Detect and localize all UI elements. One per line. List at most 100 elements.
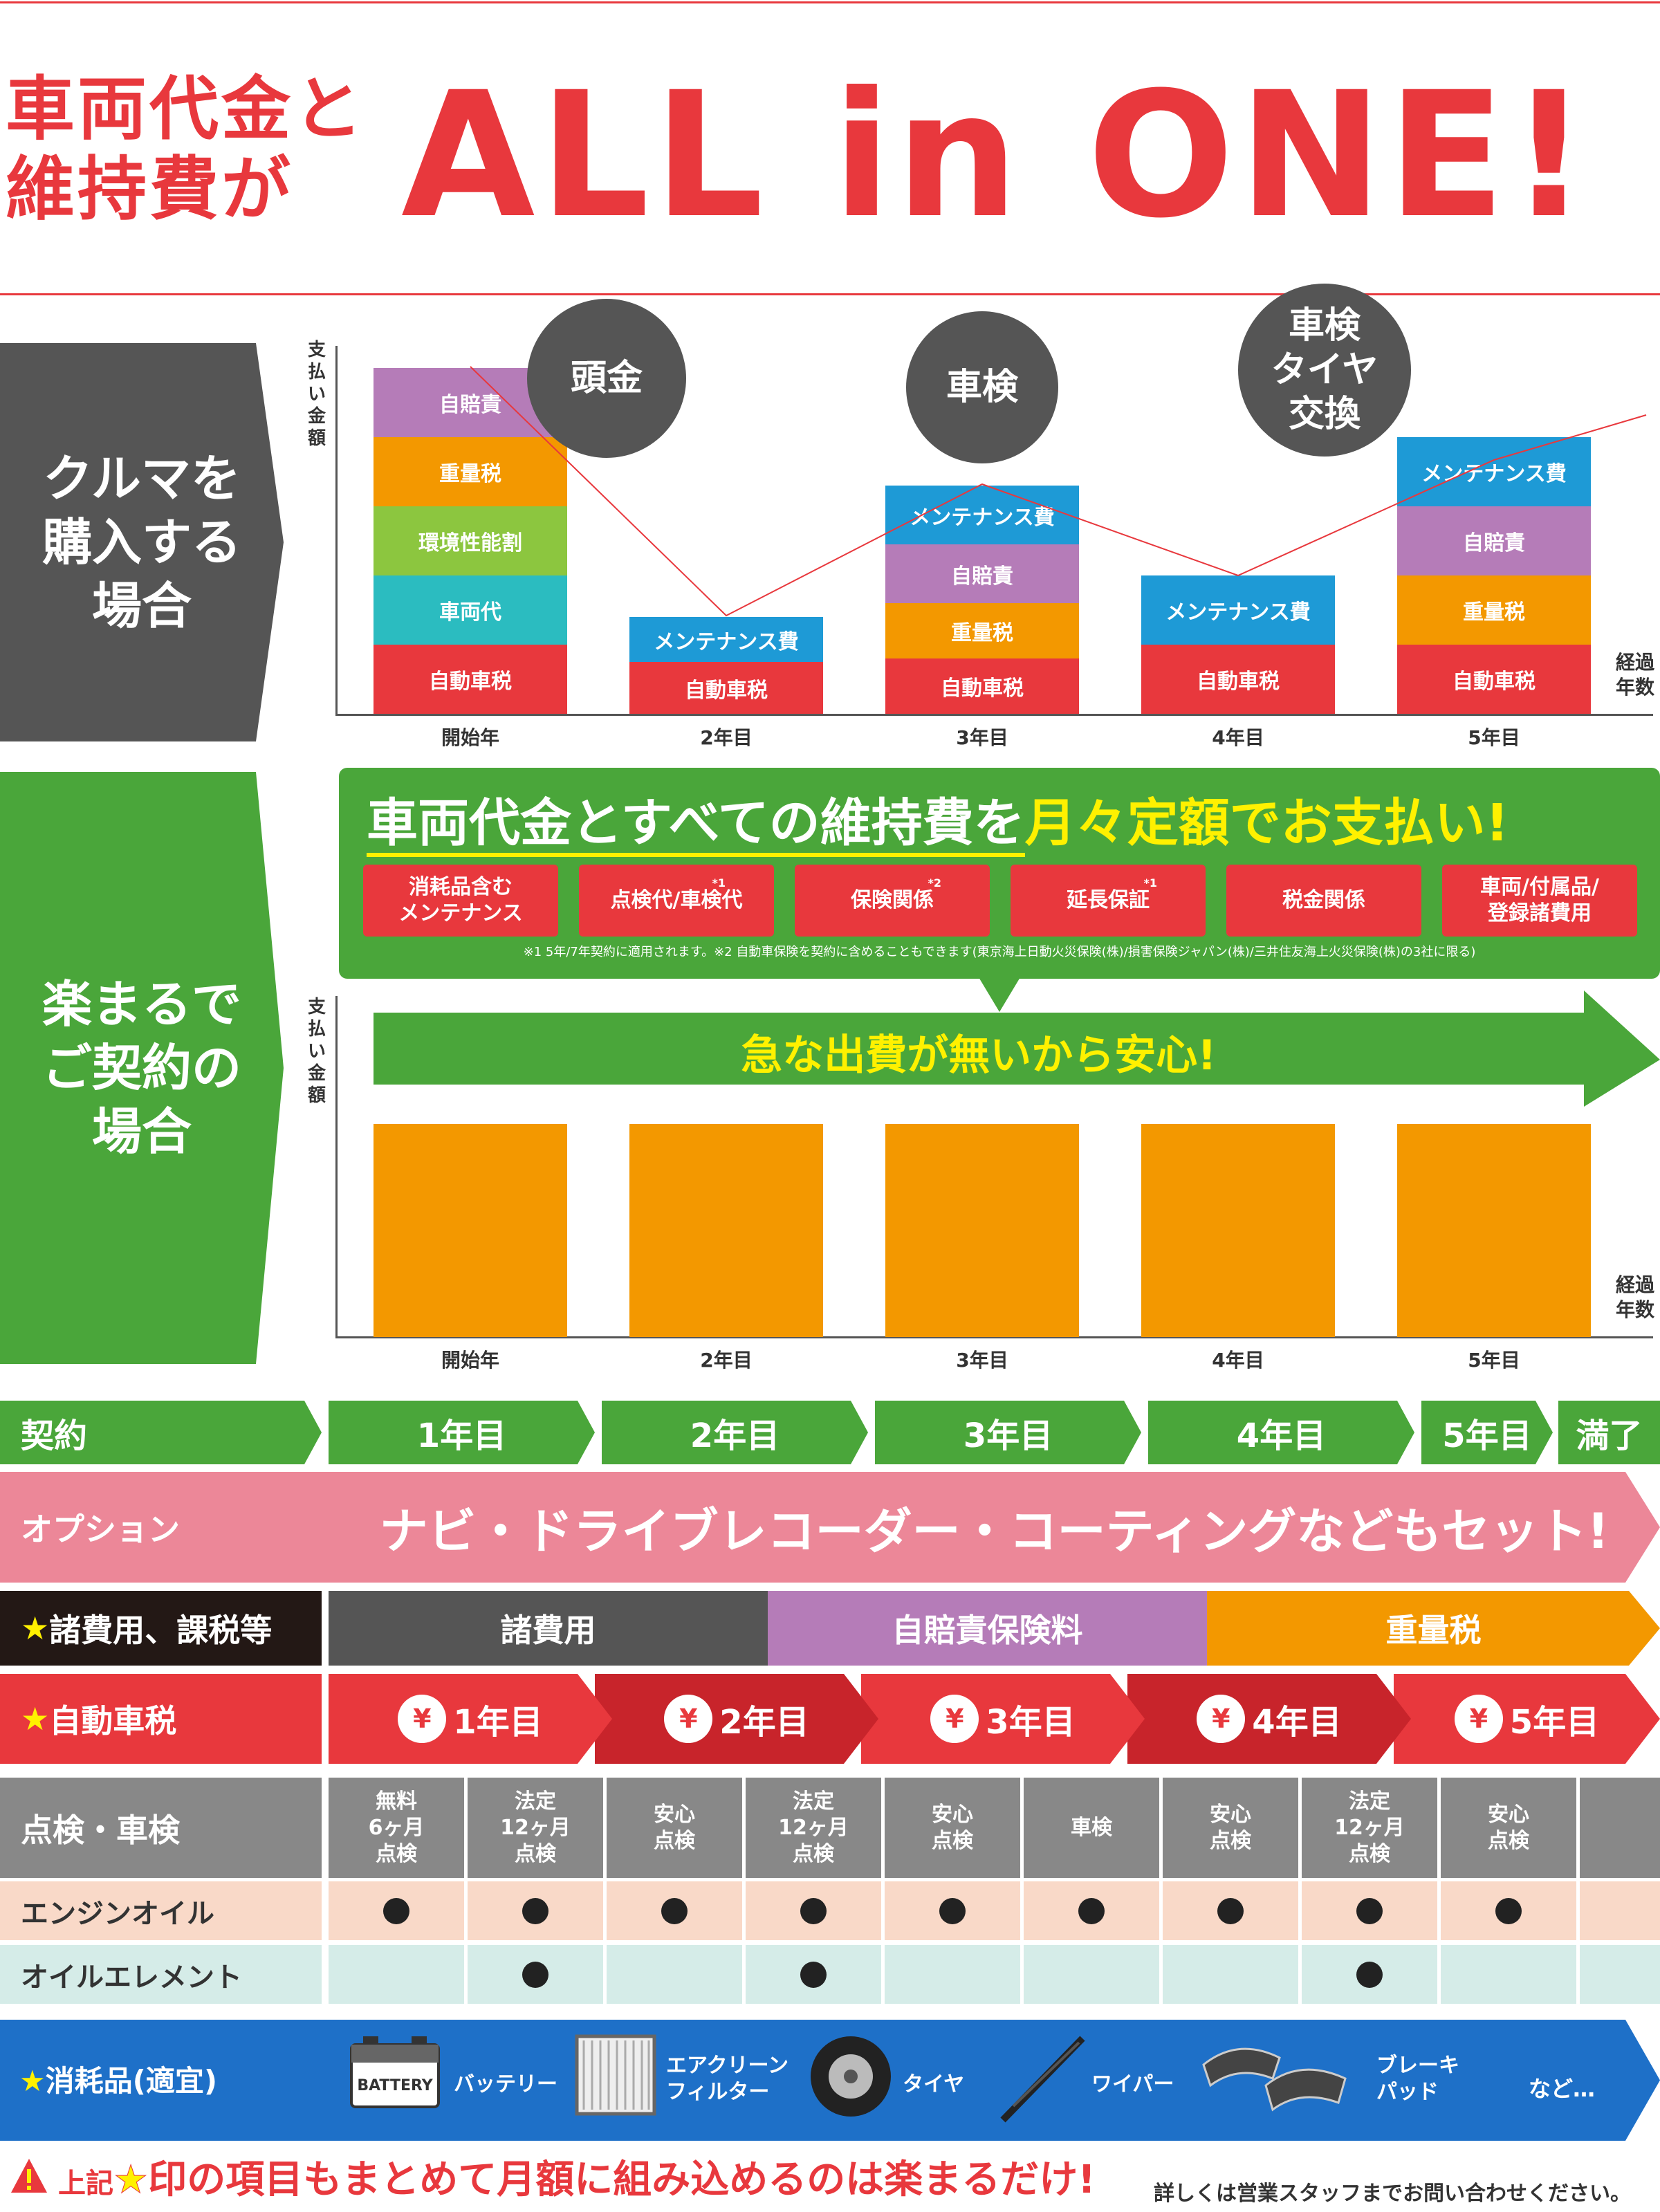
inspection-line: 無料 bbox=[376, 1789, 417, 1814]
tax-year-text: 4年目 bbox=[1252, 1703, 1342, 1742]
inspection-line: 12ヶ月 bbox=[778, 1815, 849, 1840]
inspection-line: 法定 bbox=[793, 1789, 834, 1814]
year-arrow: 1年目 bbox=[329, 1401, 595, 1464]
year-label: 3年目 bbox=[956, 726, 1008, 749]
oil-cell bbox=[1441, 1881, 1576, 1940]
y-char: 支 bbox=[307, 997, 326, 1017]
option-text: ナビ・ドライブレコーダー・コーティングなどもセット! bbox=[379, 1502, 1610, 1560]
star-icon: ★ bbox=[21, 1700, 50, 1738]
rakumaru-box bbox=[339, 768, 1660, 979]
money-bag-icon: ¥ bbox=[1197, 1695, 1246, 1743]
element-cell bbox=[746, 1945, 881, 2004]
tax-year-arrow: ¥5年目 bbox=[1394, 1674, 1660, 1764]
service-tag: 保険関係 *2 bbox=[795, 865, 990, 937]
rakumaru-x-label: 経過 年数 bbox=[1616, 1273, 1654, 1322]
money-bag-icon: ¥ bbox=[664, 1695, 713, 1743]
inspection-line: 点検 bbox=[932, 1828, 973, 1853]
service-tag: 点検代/車検代 *1 bbox=[579, 865, 774, 937]
contract-label-text: 契約 bbox=[21, 1417, 88, 1455]
bar-segment: 環境性能割 bbox=[374, 506, 567, 575]
tax-year-text: 3年目 bbox=[986, 1703, 1076, 1742]
year-label: 5年目 bbox=[1468, 1349, 1520, 1372]
bar-segment: 自動車税 bbox=[1397, 645, 1591, 714]
tax-label: ★ 自動車税 bbox=[0, 1674, 322, 1764]
element-cell bbox=[468, 1945, 603, 2004]
service-tag: 税金関係 bbox=[1226, 865, 1421, 937]
warning-icon bbox=[10, 2157, 48, 2195]
check-dot bbox=[800, 1897, 827, 1924]
trend-polyline bbox=[470, 366, 1647, 617]
consumables-label: ★消耗品(適宜) bbox=[19, 2058, 217, 2100]
buy-panel-line: 場合 bbox=[91, 577, 192, 635]
rakumaru-y-axis bbox=[335, 996, 338, 1338]
year-arrow: 3年目 bbox=[875, 1401, 1141, 1464]
inspection-line: 6ヶ月 bbox=[368, 1815, 425, 1840]
year-label: 4年目 bbox=[1212, 1349, 1264, 1372]
check-dot bbox=[522, 1961, 548, 1988]
inspection-line: 法定 bbox=[1349, 1789, 1390, 1814]
inspect-label: 点検・車検 bbox=[0, 1778, 322, 1878]
trend-line bbox=[470, 366, 1647, 617]
check-dot bbox=[383, 1897, 409, 1924]
inspection-cell: 安心 点検 bbox=[1441, 1778, 1576, 1878]
header-line1: 車両代金と bbox=[6, 68, 365, 149]
element-cell bbox=[1024, 1945, 1159, 2004]
check-dot bbox=[661, 1897, 688, 1924]
fee-misc: 諸費用 bbox=[329, 1591, 768, 1666]
bubble-text: 車検 bbox=[946, 367, 1018, 408]
buy-y-axis bbox=[335, 346, 338, 716]
year-label: 2年目 bbox=[700, 726, 753, 749]
consumable-air-filter: エアクリーン フィルター bbox=[666, 2054, 788, 2104]
tax-label-text: 自動車税 bbox=[49, 1702, 177, 1740]
y-char: 金 bbox=[307, 406, 326, 427]
element-cell bbox=[1302, 1945, 1437, 2004]
tag-line: メンテナンス bbox=[398, 901, 523, 925]
flat-bar bbox=[374, 1124, 567, 1337]
bar-segment: メンテナンス費 bbox=[885, 486, 1079, 544]
star-icon: ★ bbox=[19, 2064, 46, 2098]
inspection-line: 法定 bbox=[515, 1789, 556, 1814]
element-cell bbox=[329, 1945, 464, 2004]
star-icon: ★ bbox=[21, 1610, 50, 1647]
rakumaru-panel-line: 場合 bbox=[91, 1103, 192, 1161]
tax-year-text: 1年目 bbox=[453, 1703, 543, 1742]
element-cell bbox=[1580, 1945, 1660, 2004]
option-label: オプション bbox=[0, 1472, 329, 1583]
inspection-cell: 法定 12ヶ月 点検 bbox=[468, 1778, 603, 1878]
check-dot bbox=[1217, 1897, 1244, 1924]
money-bag-icon: ¥ bbox=[1454, 1695, 1503, 1743]
oil-cell bbox=[1024, 1881, 1159, 1940]
bar-segment: 自動車税 bbox=[1141, 645, 1335, 714]
inspection-line: 12ヶ月 bbox=[1334, 1815, 1405, 1840]
inspection-line: 点検 bbox=[1349, 1841, 1390, 1866]
inspection-line: 安心 bbox=[1488, 1802, 1529, 1827]
y-char: 金 bbox=[307, 1063, 326, 1084]
year-arrow: 5年目 bbox=[1421, 1401, 1553, 1464]
buy-x-label: 経過 年数 bbox=[1616, 650, 1654, 700]
check-dot bbox=[522, 1897, 548, 1924]
fee-text: 諸費用 bbox=[500, 1612, 596, 1649]
bar-segment: メンテナンス費 bbox=[1141, 575, 1335, 645]
buy-x-axis bbox=[335, 714, 1653, 716]
bar-segment: 重量税 bbox=[885, 603, 1079, 658]
y-char: い bbox=[307, 384, 326, 405]
tax-year-text: 5年目 bbox=[1509, 1703, 1600, 1742]
bubble-inspection: 車検 bbox=[906, 311, 1058, 463]
fees-label: ★ 諸費用、課税等 bbox=[0, 1591, 322, 1666]
tag-note: *2 bbox=[928, 876, 942, 890]
bar-segment: 自動車税 bbox=[374, 645, 567, 714]
tag-line: 消耗品含む bbox=[409, 875, 513, 899]
tax-year-arrow: ¥3年目 bbox=[861, 1674, 1145, 1764]
buy-panel-line: クルマを bbox=[43, 450, 241, 508]
year-label: 開始年 bbox=[441, 726, 499, 749]
buy-panel-line: 購入する bbox=[42, 513, 241, 571]
year-label: 開始年 bbox=[441, 1349, 499, 1372]
element-cell bbox=[1441, 1945, 1576, 2004]
bar-segment: 重量税 bbox=[374, 437, 567, 506]
y-char: い bbox=[307, 1041, 326, 1062]
headline-part-b: 月々定額でお支払い! bbox=[1024, 793, 1509, 853]
inspection-cell: 法定 12ヶ月 点検 bbox=[746, 1778, 881, 1878]
flat-bar bbox=[1397, 1124, 1591, 1337]
inspection-cell: 法定 12ヶ月 点検 bbox=[1302, 1778, 1437, 1878]
inspection-line: 安心 bbox=[1210, 1802, 1251, 1827]
